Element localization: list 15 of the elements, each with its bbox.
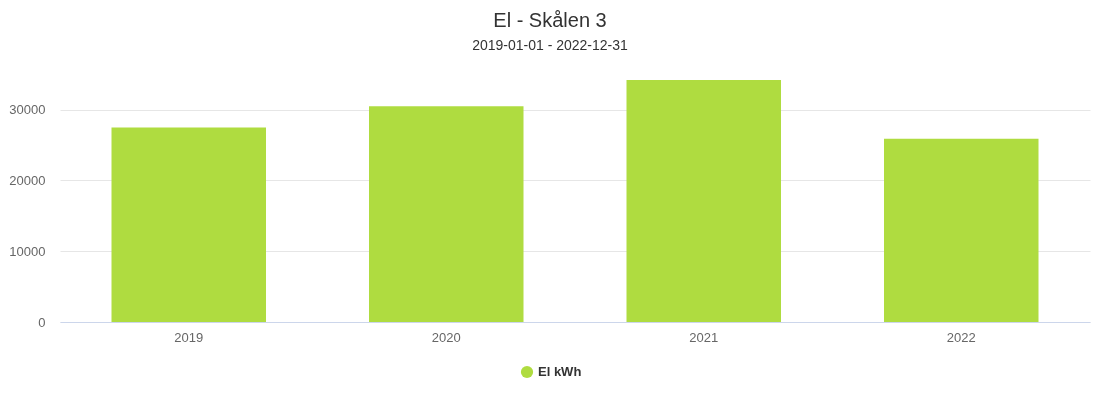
bar bbox=[369, 106, 524, 322]
x-tick-label: 2020 bbox=[431, 329, 461, 345]
chart-title: El - Skålen 3 bbox=[493, 9, 607, 31]
x-tick-label: 2022 bbox=[946, 329, 976, 345]
bar bbox=[111, 127, 266, 322]
bar bbox=[884, 138, 1039, 322]
y-tick-label: 20000 bbox=[9, 172, 46, 188]
y-tick-label: 10000 bbox=[9, 243, 46, 259]
chart-subtitle: 2019-01-01 - 2022-12-31 bbox=[472, 37, 629, 53]
y-tick-label: 0 bbox=[38, 314, 46, 330]
y-tick-label: 30000 bbox=[9, 102, 46, 118]
x-tick-label: 2021 bbox=[689, 329, 719, 345]
x-tick-label: 2019 bbox=[174, 329, 204, 345]
legend-label: El kWh bbox=[538, 364, 582, 379]
bar bbox=[626, 80, 781, 322]
